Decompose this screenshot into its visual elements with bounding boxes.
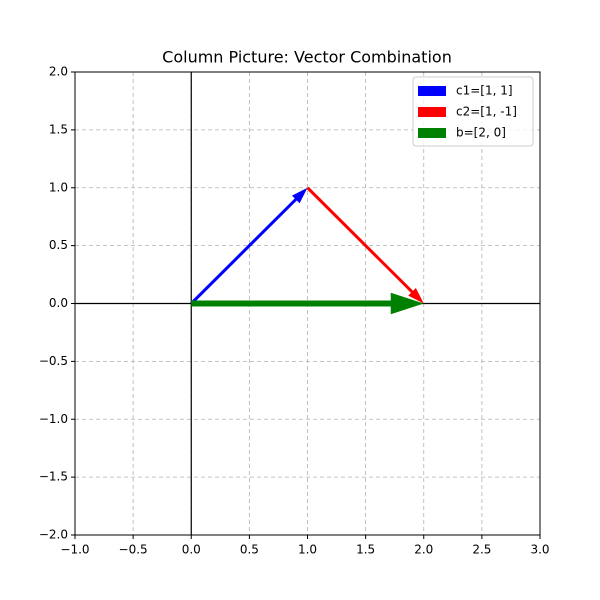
legend-swatch [418,128,446,138]
y-tick-label: 2.0 [49,65,68,79]
legend-label: c2=[1, -1] [456,105,517,119]
legend-label: b=[2, 0] [456,126,506,140]
vector-arrow [306,186,424,304]
y-tick-label: 0.5 [49,238,68,252]
x-tick-label: 2.5 [472,543,491,557]
legend-swatch [418,107,446,117]
x-tick-label: 3.0 [530,543,549,557]
x-tick-label: 0.0 [182,543,201,557]
plot-frame [74,71,541,536]
y-tick-label: −1.0 [39,412,68,426]
x-tick-label: −1.0 [60,543,89,557]
vector-arrow [191,292,424,315]
y-tick-label: −0.5 [39,354,68,368]
y-tick-label: 1.0 [49,180,68,194]
x-tick-label: −0.5 [119,543,148,557]
y-tick-label: −1.5 [39,470,68,484]
y-tick-label: 1.5 [49,122,68,136]
y-tick-label: −2.0 [39,528,68,542]
x-tick-label: 2.0 [414,543,433,557]
legend-label: c1=[1, 1] [456,84,513,98]
chart-title: Column Picture: Vector Combination [162,48,452,67]
x-tick-label: 0.5 [240,543,259,557]
x-tick-label: 1.5 [356,543,375,557]
legend-swatch [418,86,446,96]
y-tick-label: 0.0 [49,296,68,310]
vector-arrow [190,187,308,305]
x-tick-label: 1.0 [298,543,317,557]
